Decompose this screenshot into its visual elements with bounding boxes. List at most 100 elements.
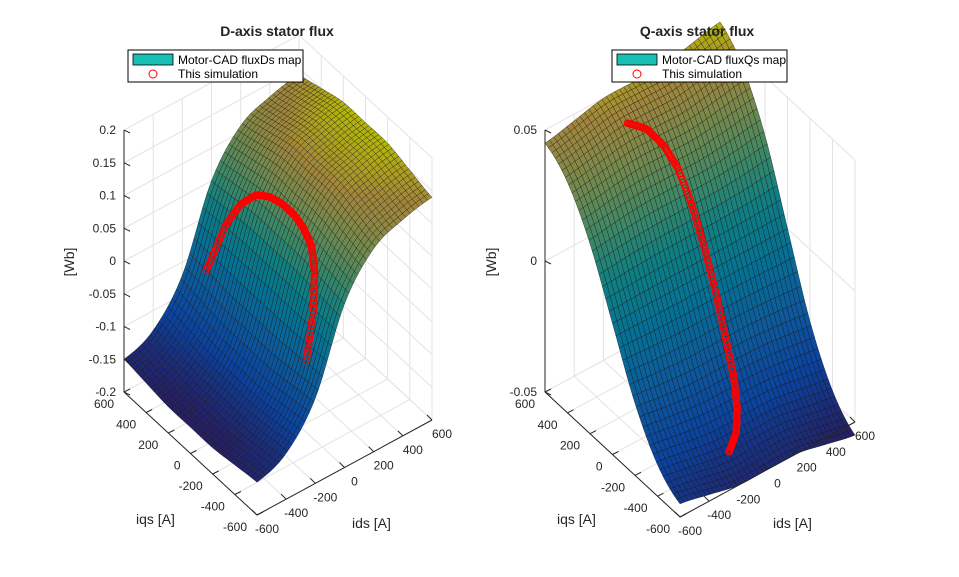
simulation-point [307, 317, 316, 326]
simulation-point [310, 275, 319, 284]
flux-surface [544, 21, 856, 505]
flux-tick-label: -0.05 [510, 385, 538, 399]
simulation-trajectory [623, 119, 741, 456]
surface-legend-swatch [132, 53, 174, 66]
iqs-tick-label: -400 [201, 500, 225, 514]
simulation-point [303, 352, 311, 361]
simulation-point [722, 337, 731, 345]
simulation-point [310, 270, 319, 278]
flux-tick-label: 0.05 [514, 123, 538, 137]
simulation-point [310, 273, 319, 281]
iqs-tick-label: -200 [179, 479, 203, 493]
simulation-trajectory [202, 191, 319, 365]
iqs-tick-label: 400 [116, 418, 136, 432]
q-ids-axis-label: ids [A] [773, 515, 812, 531]
simulation-point [718, 317, 726, 326]
simulation-point [719, 324, 728, 333]
simulation-point [305, 335, 314, 344]
simulation-point [695, 225, 703, 233]
legend-entry-simulation: This simulation [178, 67, 258, 81]
ids-tick [849, 416, 856, 423]
simulation-point [686, 196, 694, 205]
iqs-tick [190, 450, 197, 454]
ids-tick [674, 511, 681, 518]
ids-tick [426, 414, 433, 421]
legend-entry-map: Motor-CAD fluxDs map [178, 53, 302, 67]
d-ids-axis-label: ids [A] [352, 515, 391, 531]
simulation-point [706, 265, 714, 274]
simulation-point [217, 231, 225, 240]
d-flux-axis-label: [Wb] [61, 248, 77, 277]
iqs-tick-label: 600 [94, 397, 114, 411]
q-legend[interactable]: Motor-CAD fluxQs map This simulation [611, 49, 788, 83]
ids-tick-label: -400 [284, 506, 308, 520]
iqs-tick-label: -200 [601, 480, 625, 494]
iqs-tick-label: 200 [138, 438, 158, 452]
ids-tick-label: 600 [432, 427, 452, 441]
wall-gridline [123, 67, 300, 164]
flux-tick [123, 227, 131, 232]
simulation-point [704, 258, 712, 267]
flux-tick [544, 129, 552, 134]
flux-tick [123, 195, 131, 199]
flux-tick [123, 391, 131, 396]
ids-tick-label: 0 [351, 475, 358, 489]
simulation-point [720, 328, 729, 337]
iqs-tick-label: 0 [174, 459, 181, 473]
simulation-point [712, 292, 721, 300]
simulation-point [729, 369, 737, 377]
iqs-tick [168, 429, 175, 434]
floor-gridline [234, 399, 411, 495]
simulation-point [730, 381, 739, 389]
legend-entry-map: Motor-CAD fluxQs map [662, 53, 786, 67]
simulation-point [696, 228, 704, 237]
ids-tick [820, 432, 827, 439]
flux-tick-label: 0.05 [93, 221, 117, 235]
simulation-point [731, 386, 740, 394]
simulation-point [208, 253, 217, 261]
simulation-point [309, 300, 318, 308]
d-legend[interactable]: Motor-CAD fluxDs map This simulation [127, 49, 304, 83]
ids-tick-label: 200 [374, 459, 394, 473]
d-iqs-axis-label: iqs [A] [136, 511, 175, 527]
simulation-point [310, 267, 319, 276]
simulation-point [698, 235, 706, 244]
ids-tick-label: -200 [736, 492, 760, 506]
legend-entry-simulation: This simulation [662, 67, 742, 81]
surface-legend-swatch [616, 53, 658, 66]
simulation-point [710, 283, 719, 291]
simulation-point [715, 303, 723, 311]
iqs-tick [657, 492, 664, 497]
flux-surface [123, 74, 433, 483]
simulation-point [691, 211, 699, 219]
ids-tick [732, 479, 739, 486]
flux-tick [123, 162, 131, 167]
flux-tick-label: 0.15 [93, 156, 117, 170]
simulation-point [688, 201, 696, 209]
flux-tick-label: 0.1 [99, 189, 116, 203]
flux-tick [544, 260, 552, 265]
simulation-point [705, 262, 713, 270]
iqs-tick [256, 511, 264, 516]
iqs-tick-label: 600 [515, 397, 535, 411]
simulation-point [730, 378, 739, 387]
simulation-point [701, 248, 710, 256]
ids-tick-label: 600 [855, 429, 875, 443]
flux-tick-label: 0.2 [99, 123, 116, 137]
iqs-tick [612, 451, 619, 455]
simulation-point [690, 207, 698, 216]
simulation-point [719, 321, 727, 329]
ids-tick-label: 400 [826, 445, 846, 459]
simulation-marker-icon [148, 69, 158, 79]
q-iqs-axis-label: iqs [A] [557, 511, 596, 527]
surface-patch [253, 475, 262, 483]
iqs-tick [589, 430, 597, 435]
iqs-tick [212, 470, 219, 475]
d-axis-title: D-axis stator flux [220, 23, 334, 39]
simulation-point [707, 269, 715, 277]
simulation-point [307, 322, 315, 330]
simulation-point [309, 309, 317, 317]
flux-tick-label: -0.15 [89, 352, 117, 366]
simulation-point [699, 239, 707, 247]
simulation-point [209, 249, 218, 258]
